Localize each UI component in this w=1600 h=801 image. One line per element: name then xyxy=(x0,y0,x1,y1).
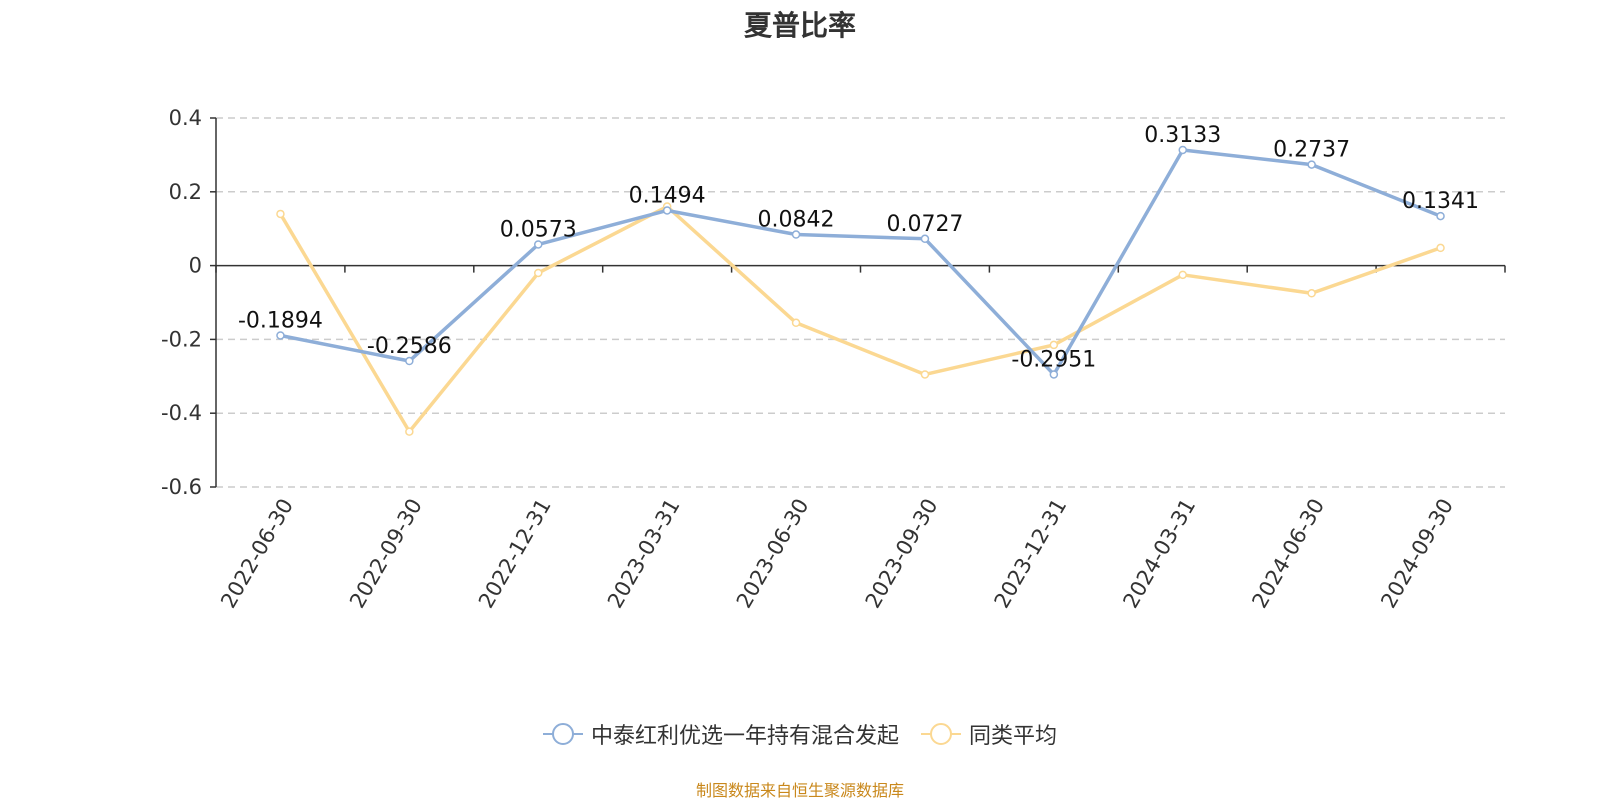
series-1-point xyxy=(1049,340,1059,350)
x-tick-label: 2024-03-31 xyxy=(1118,495,1200,613)
series-1-point xyxy=(276,209,285,219)
source-note: 制图数据来自恒生聚源数据库 xyxy=(695,781,904,800)
legend-label-fund: 中泰红利优选一年持有混合发起 xyxy=(590,724,899,749)
x-tick-label: 2022-09-30 xyxy=(345,494,427,612)
x-tick-label: 2023-09-30 xyxy=(861,494,943,612)
series-1-point xyxy=(1307,289,1316,298)
y-tick-label: 0.4 xyxy=(169,106,202,130)
x-tick-label: 2024-06-30 xyxy=(1247,495,1329,613)
data-label: 0.1341 xyxy=(1402,189,1479,214)
data-label: 0.1494 xyxy=(629,183,706,208)
x-tick-label: 2023-12-31 xyxy=(990,495,1072,613)
x-tick-label: 2023-03-31 xyxy=(603,495,685,613)
data-label: 0.0573 xyxy=(500,217,577,242)
y-tick-label: 0 xyxy=(189,254,202,278)
series-1-point xyxy=(534,268,543,278)
series-line-0 xyxy=(278,148,1443,377)
legend-label-peer-average: 同类平均 xyxy=(969,724,1058,749)
legend-item-fund[interactable]: 中泰红利优选一年持有混合发起 xyxy=(542,718,899,750)
legend-item-peer-average[interactable]: 同类平均 xyxy=(921,718,1057,750)
x-tick-label: 2022-06-30 xyxy=(216,495,298,613)
series-0-point xyxy=(276,331,285,340)
data-label: -0.2951 xyxy=(1011,347,1096,372)
series-0-point xyxy=(1178,145,1187,155)
series-0-point xyxy=(405,356,414,366)
chart-title: 夏普比率 xyxy=(743,9,856,42)
y-tick-label: -0.2 xyxy=(161,327,202,351)
data-label: 0.2737 xyxy=(1273,138,1350,163)
data-label: 0.0727 xyxy=(886,212,963,237)
series-0-point xyxy=(1307,160,1316,169)
data-label: 0.0842 xyxy=(758,208,835,233)
legend: 中泰红利优选一年持有混合发起 同类平均 xyxy=(0,718,1600,750)
y-tick-label: -0.4 xyxy=(161,401,202,425)
series-0-point xyxy=(534,240,543,249)
data-label: -0.2586 xyxy=(367,334,452,359)
series-1-point xyxy=(1178,270,1187,280)
series-1-point xyxy=(1436,243,1445,253)
series-0-point xyxy=(1049,370,1059,379)
x-tick-label: 2022-12-31 xyxy=(474,495,556,613)
series-0-point xyxy=(662,206,672,215)
data-label: -0.1894 xyxy=(238,308,323,333)
series-1-point xyxy=(920,370,930,379)
series-0-point xyxy=(1436,211,1445,221)
series-0-point xyxy=(791,230,801,239)
series-line-1 xyxy=(278,204,1443,434)
series-1-point xyxy=(405,427,414,436)
data-label: 0.3133 xyxy=(1144,123,1221,148)
y-tick-label: -0.6 xyxy=(161,475,202,499)
x-tick-label: 2023-06-30 xyxy=(732,495,814,613)
series-1-point xyxy=(791,318,801,328)
series-0-point xyxy=(920,234,930,244)
x-tick-label: 2024-09-30 xyxy=(1376,495,1458,613)
legend-symbol-fund xyxy=(542,723,583,745)
y-tick-label: 0.2 xyxy=(169,180,202,204)
legend-symbol-peer-average xyxy=(921,723,961,745)
